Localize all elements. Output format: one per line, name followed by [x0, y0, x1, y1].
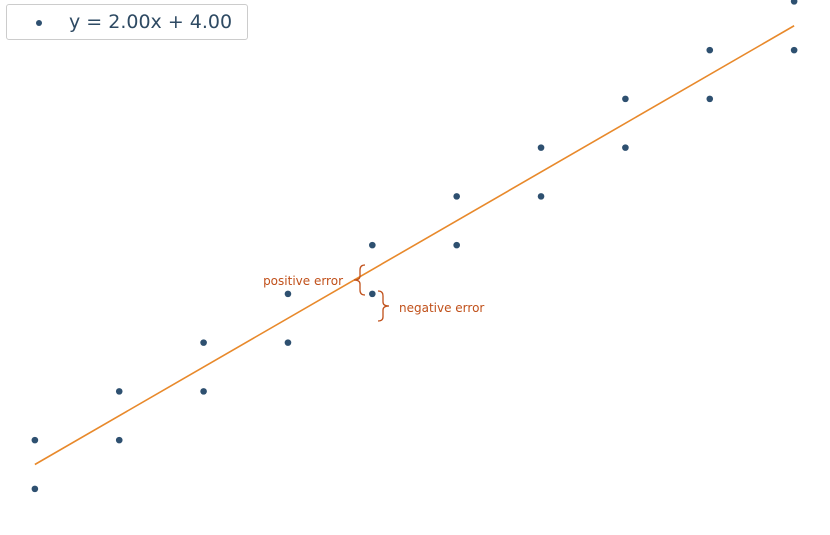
- data-point: [706, 95, 714, 103]
- data-point: [284, 290, 292, 298]
- data-point: [453, 241, 460, 249]
- data-point: [622, 95, 629, 103]
- legend-marker-icon: [36, 20, 42, 26]
- data-point: [706, 46, 714, 54]
- negative-error-label: negative error: [399, 301, 484, 315]
- data-point: [622, 144, 629, 151]
- data-point: [790, 0, 798, 5]
- data-point: [284, 339, 292, 346]
- data-point: [453, 193, 460, 200]
- data-point: [115, 388, 123, 395]
- error-annotations: positive error negative error: [263, 264, 484, 322]
- legend: y = 2.00x + 4.00: [6, 4, 248, 40]
- positive-error-bracket: [353, 264, 366, 296]
- fit-line-layer: [34, 25, 795, 466]
- data-point: [369, 241, 376, 249]
- data-point: [31, 436, 39, 444]
- negative-error-bracket: [377, 290, 390, 322]
- data-point: [537, 193, 545, 200]
- positive-error-label: positive error: [263, 274, 343, 288]
- data-points-layer: [31, 0, 798, 493]
- data-point: [537, 144, 545, 151]
- legend-label: y = 2.00x + 4.00: [69, 11, 233, 33]
- data-point: [31, 485, 39, 493]
- data-point: [115, 436, 123, 444]
- data-point: [790, 46, 798, 54]
- data-point: [200, 388, 207, 395]
- data-point: [200, 339, 207, 346]
- data-point: [369, 290, 376, 298]
- fit-line: [34, 25, 795, 466]
